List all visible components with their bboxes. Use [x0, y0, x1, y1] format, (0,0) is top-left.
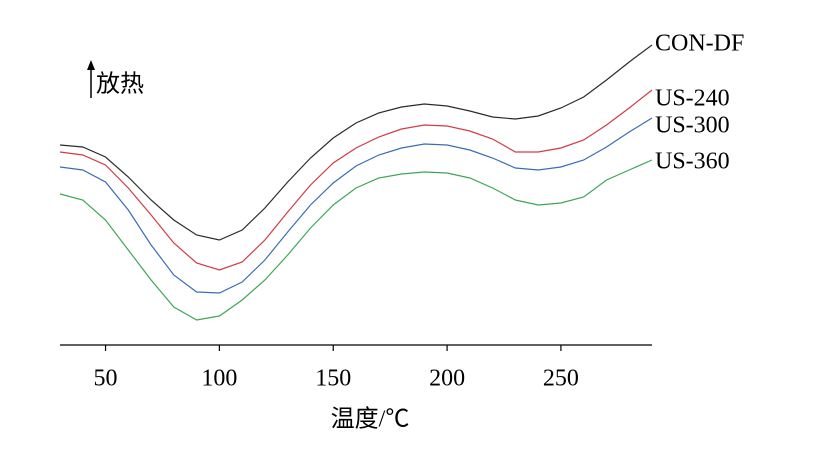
series-label: US-240 [655, 86, 730, 112]
series-line [59, 117, 653, 294]
annotation: 放热 [96, 71, 144, 98]
arrow-head [87, 60, 95, 70]
series-line [59, 89, 653, 271]
x-tick-label: 200 [429, 366, 465, 392]
series-label: US-360 [655, 149, 730, 175]
x-tick-label: 150 [315, 366, 351, 392]
series-line [59, 159, 653, 321]
x-axis-label: 温度/℃ [331, 406, 410, 433]
x-tick-label: 100 [201, 366, 237, 392]
series-label: US-300 [655, 113, 730, 139]
x-tick-label: 250 [543, 366, 579, 392]
series-label: CON-DF [655, 31, 744, 57]
x-tick-label: 50 [94, 366, 118, 392]
series-line [59, 44, 653, 241]
